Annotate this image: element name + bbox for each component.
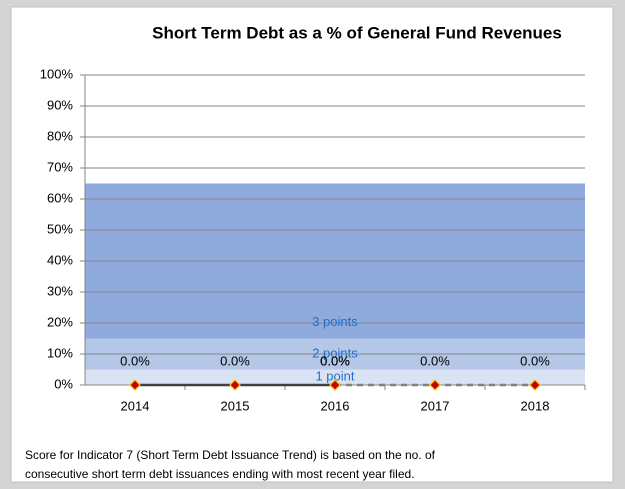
data-label: 0.0% — [520, 353, 550, 368]
y-tick-label: 20% — [47, 314, 73, 329]
y-tick-label: 30% — [47, 283, 73, 298]
data-marker — [329, 379, 341, 391]
y-tick-label: 50% — [47, 221, 73, 236]
band-label: 3 points — [312, 314, 358, 329]
score-band — [85, 369, 585, 385]
x-tick-label: 2015 — [221, 398, 250, 413]
x-tick-label: 2014 — [121, 398, 150, 413]
x-tick-label: 2016 — [321, 398, 350, 413]
x-tick-label: 2018 — [521, 398, 550, 413]
y-tick-label: 60% — [47, 190, 73, 205]
y-tick-label: 90% — [47, 97, 73, 112]
data-label: 0.0% — [420, 353, 450, 368]
chart-title: Short Term Debt as a % of General Fund R… — [152, 23, 562, 42]
band-label: 2 points — [312, 345, 358, 360]
y-tick-label: 80% — [47, 128, 73, 143]
data-marker — [529, 379, 541, 391]
y-tick-label: 100% — [40, 66, 74, 81]
y-tick-label: 0% — [54, 376, 73, 391]
data-marker — [429, 379, 441, 391]
y-tick-label: 40% — [47, 252, 73, 267]
data-label: 0.0% — [120, 353, 150, 368]
data-marker — [229, 379, 241, 391]
x-tick-label: 2017 — [421, 398, 450, 413]
y-tick-label: 70% — [47, 159, 73, 174]
y-tick-label: 10% — [47, 345, 73, 360]
footnote: Score for Indicator 7 (Short Term Debt I… — [25, 448, 436, 462]
data-marker — [129, 379, 141, 391]
data-label: 0.0% — [220, 353, 250, 368]
data-label: 0.0% — [320, 353, 350, 368]
band-label: 1 point — [315, 369, 354, 384]
footnote: consecutive short term debt issuances en… — [25, 467, 415, 481]
data-label: 0.0% — [320, 353, 350, 368]
